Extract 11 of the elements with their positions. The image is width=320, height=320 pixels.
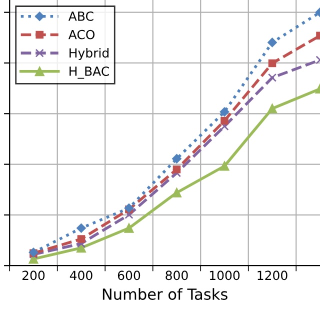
legend-label: H_BAC	[70, 66, 109, 79]
x-tick-label: 600	[118, 270, 140, 280]
legend-label: ABC	[68, 11, 94, 21]
x-tick-label: 800	[166, 270, 188, 280]
legend-label: Hybrid	[70, 48, 108, 60]
x-tick-label: 1000	[210, 270, 240, 280]
x-tick-label: 1200	[258, 270, 288, 280]
x-axis-title: Number of Tasks	[102, 288, 228, 300]
legend-label: ACO	[68, 30, 95, 40]
x-tick-label: 200	[22, 270, 45, 280]
x-tick-label: 400	[70, 270, 92, 280]
